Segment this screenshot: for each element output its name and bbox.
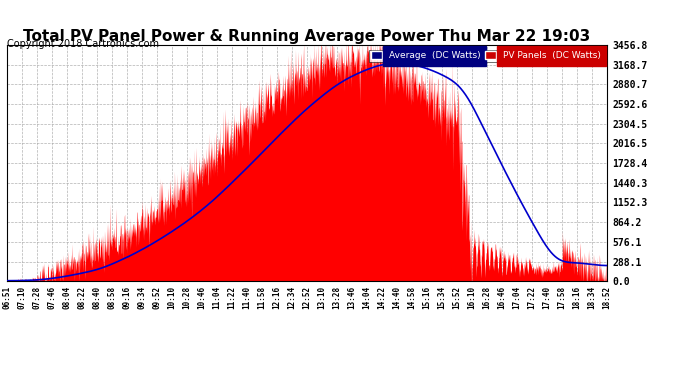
Legend: Average  (DC Watts), PV Panels  (DC Watts): Average (DC Watts), PV Panels (DC Watts) xyxy=(369,50,602,62)
Text: Copyright 2018 Cartronics.com: Copyright 2018 Cartronics.com xyxy=(7,39,159,50)
Title: Total PV Panel Power & Running Average Power Thu Mar 22 19:03: Total PV Panel Power & Running Average P… xyxy=(23,29,591,44)
